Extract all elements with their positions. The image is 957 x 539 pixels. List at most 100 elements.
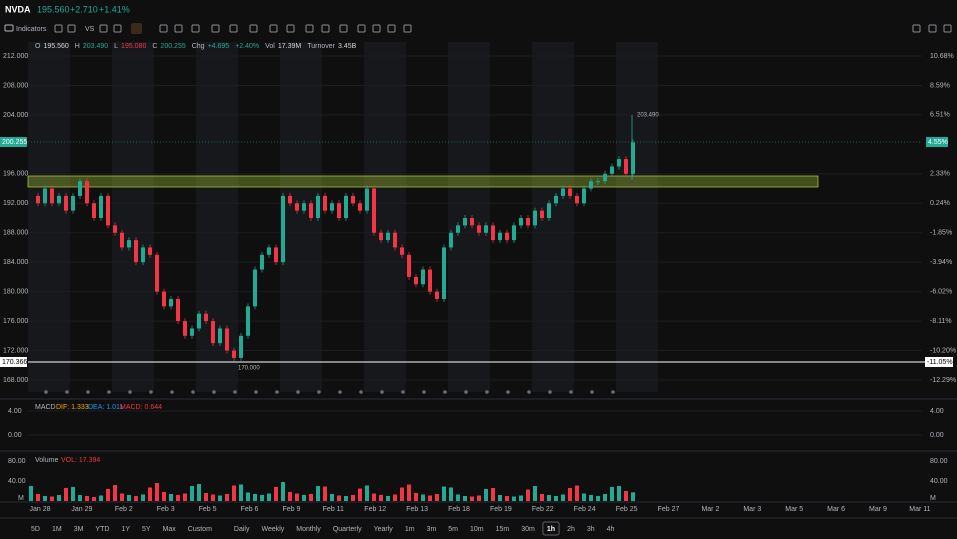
volume-bar xyxy=(64,488,68,501)
range-button[interactable]: Max xyxy=(163,526,177,533)
session-icon xyxy=(485,390,489,394)
y-tick-label: 176.000 xyxy=(3,318,28,325)
interval-button[interactable]: 3h xyxy=(587,526,595,533)
candle xyxy=(428,269,432,292)
candle xyxy=(274,247,278,263)
interval-button[interactable]: 15m xyxy=(496,526,510,533)
tool-icon[interactable] xyxy=(269,24,278,33)
tool-icon[interactable] xyxy=(912,24,921,33)
session-icon xyxy=(380,390,384,394)
macd-dif: DIF: 1.333 xyxy=(56,404,89,411)
tool-icon[interactable] xyxy=(357,24,366,33)
tool-icon[interactable] xyxy=(249,24,258,33)
tool-icon[interactable] xyxy=(191,24,200,33)
tool-icon[interactable] xyxy=(211,24,220,33)
symbol[interactable]: NVDA xyxy=(5,4,31,14)
volume-bar xyxy=(78,495,82,501)
volume-bar xyxy=(239,484,243,501)
tool-icon[interactable] xyxy=(305,24,314,33)
tool-icon[interactable] xyxy=(99,24,108,33)
interval-button[interactable]: 2h xyxy=(567,526,575,533)
session-icon xyxy=(86,390,90,394)
interval-button[interactable]: 1h xyxy=(547,526,555,533)
interval-button[interactable]: 10m xyxy=(470,526,484,533)
candle xyxy=(330,203,334,211)
tool-icon[interactable] xyxy=(159,24,168,33)
session-icon xyxy=(422,390,426,394)
volume-bar xyxy=(36,494,40,501)
tool-icon[interactable] xyxy=(113,24,122,33)
y2-tick-label: -3.94% xyxy=(930,259,952,266)
volume-bar xyxy=(85,496,89,501)
candle xyxy=(498,232,502,241)
volume-bar xyxy=(211,494,215,501)
volume-bar xyxy=(127,495,131,501)
candle xyxy=(596,181,600,183)
tool-active[interactable] xyxy=(131,23,142,34)
volume-bar xyxy=(589,495,593,501)
interval-button[interactable]: Yearly xyxy=(374,526,394,533)
vol-tick: 40.00 xyxy=(8,478,26,485)
volume-bar xyxy=(505,496,509,501)
tool-icon[interactable] xyxy=(286,24,295,33)
candle xyxy=(78,181,82,196)
info-value: 195.080 xyxy=(121,43,146,50)
tool-icon[interactable] xyxy=(387,24,396,33)
volume-bar xyxy=(148,487,152,501)
x-tick-label: Feb 22 xyxy=(532,506,554,513)
tool-icon[interactable] xyxy=(403,24,412,33)
session-icon xyxy=(44,390,48,394)
candle xyxy=(337,203,341,218)
candle xyxy=(610,166,614,174)
indicators-button[interactable]: Indicators xyxy=(16,26,47,33)
interval-button[interactable]: Weekly xyxy=(261,526,284,533)
candle xyxy=(463,218,467,226)
volume-bar xyxy=(554,496,558,501)
interval-button[interactable]: 1m xyxy=(405,526,415,533)
range-button[interactable]: YTD xyxy=(95,526,109,533)
tool-icon[interactable] xyxy=(928,24,937,33)
interval-button[interactable]: 30m xyxy=(521,526,535,533)
change-pct: +1.41% xyxy=(99,4,130,14)
range-button[interactable]: 3M xyxy=(74,526,84,533)
tool-icon[interactable] xyxy=(943,24,952,33)
candle xyxy=(288,195,292,204)
range-button[interactable]: 1Y xyxy=(121,526,130,533)
volume-bar xyxy=(274,487,278,501)
interval-button[interactable]: Quarterly xyxy=(333,526,362,533)
cross-price: 170.366 xyxy=(2,359,27,366)
candle xyxy=(540,210,544,218)
interval-button[interactable]: 4h xyxy=(607,526,615,533)
interval-button[interactable]: Monthly xyxy=(296,526,321,533)
tool-icon[interactable] xyxy=(372,24,381,33)
range-button[interactable]: 1M xyxy=(52,526,62,533)
vs-button[interactable]: VS xyxy=(85,26,95,33)
range-button[interactable]: Custom xyxy=(188,526,212,533)
candle xyxy=(400,247,404,255)
candle xyxy=(50,188,54,204)
candle xyxy=(141,247,145,263)
candle xyxy=(379,232,383,241)
range-button[interactable]: 5Y xyxy=(142,526,151,533)
interval-button[interactable]: 5m xyxy=(448,526,458,533)
candle xyxy=(281,195,285,263)
session-band xyxy=(364,42,406,392)
volume-bar xyxy=(498,495,502,501)
volume-bar xyxy=(120,493,124,501)
x-tick-label: Feb 6 xyxy=(241,506,259,513)
tool-icon[interactable] xyxy=(67,24,76,33)
tool-icon[interactable] xyxy=(174,24,183,33)
tool-icon[interactable] xyxy=(54,24,63,33)
interval-button[interactable]: Daily xyxy=(234,526,250,533)
candle xyxy=(505,232,509,241)
indicators-icon[interactable] xyxy=(4,24,14,32)
interval-button[interactable]: 3m xyxy=(427,526,437,533)
x-tick-label: Feb 11 xyxy=(323,506,344,513)
volume-bar xyxy=(197,484,201,501)
session-band xyxy=(196,42,238,392)
tool-icon[interactable] xyxy=(339,24,348,33)
y2-tick-label: 0.24% xyxy=(930,200,950,207)
tool-icon[interactable] xyxy=(229,24,238,33)
tool-icon[interactable] xyxy=(321,24,330,33)
range-button[interactable]: 5D xyxy=(31,526,40,533)
